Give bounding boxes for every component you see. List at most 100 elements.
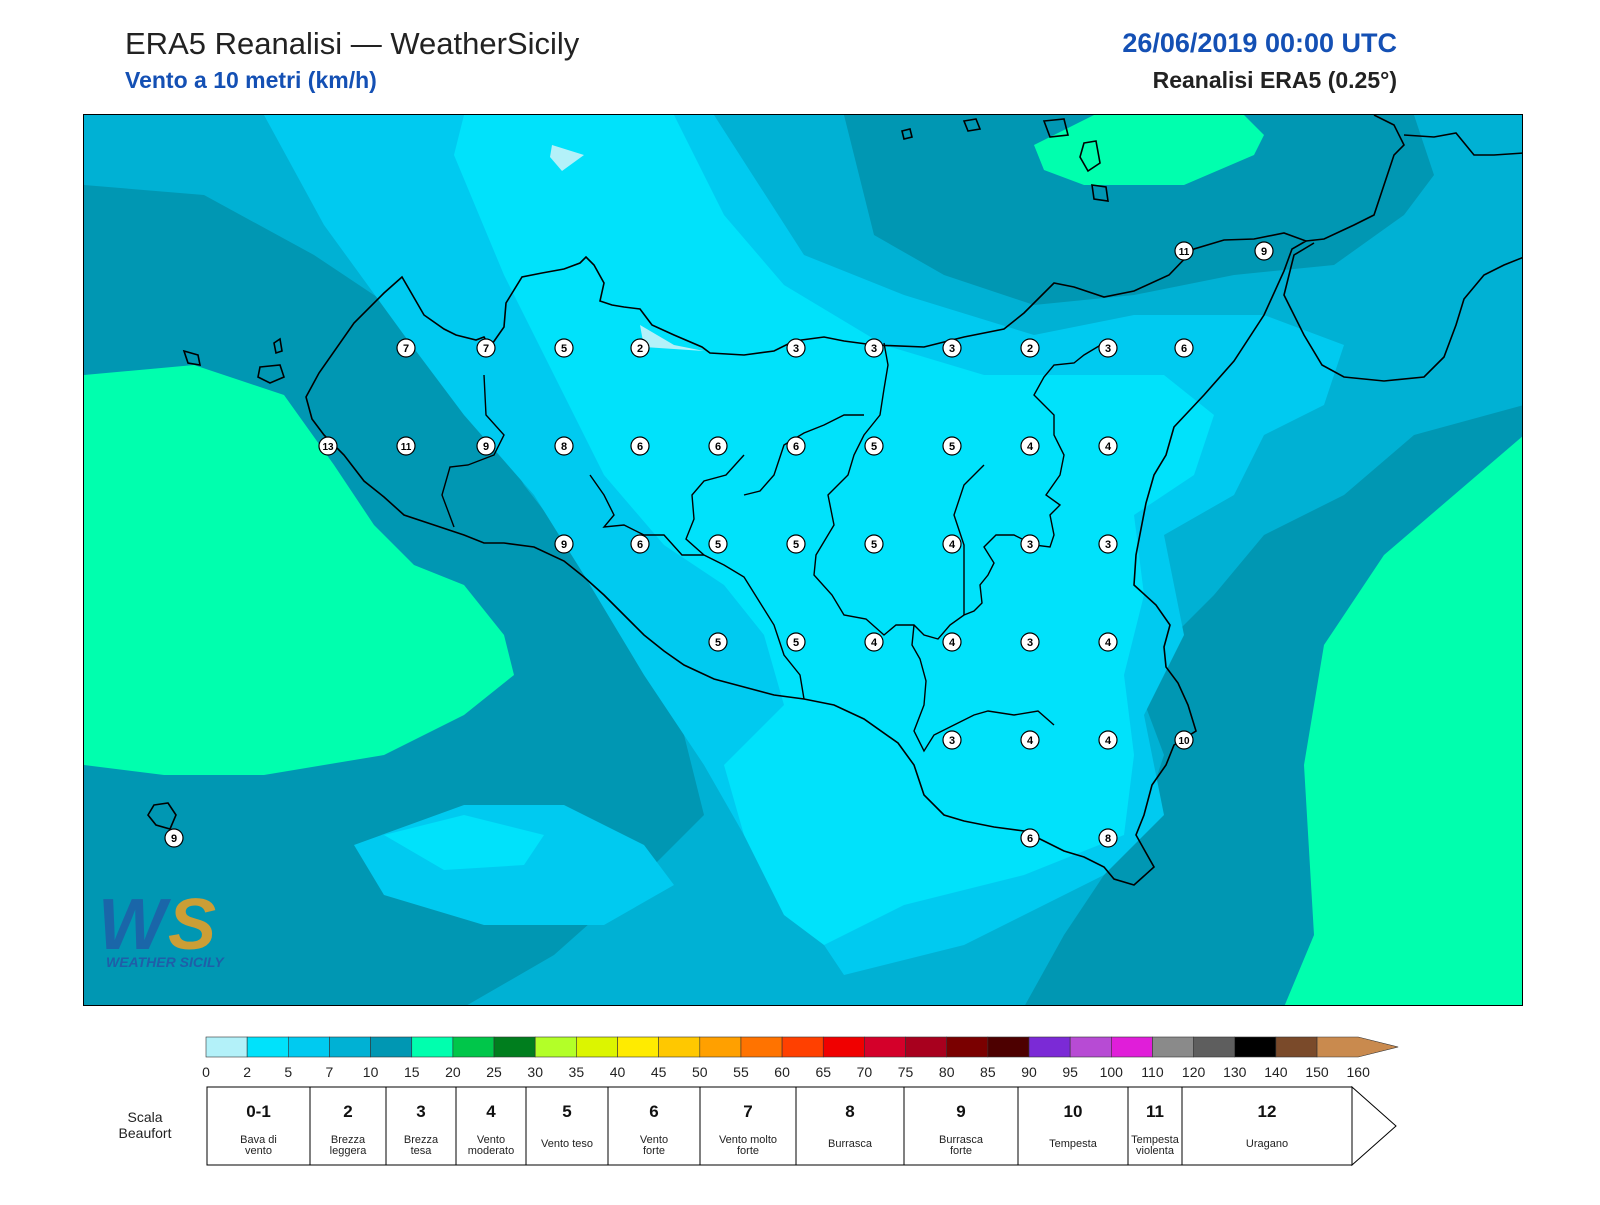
beaufort-number: 9: [956, 1102, 965, 1121]
colorbar-tick-label: 2: [243, 1064, 251, 1080]
beaufort-cell: [525, 1086, 609, 1166]
station-marker-circle: [1020, 338, 1040, 358]
logo-text: WEATHER SICILY: [106, 954, 225, 970]
station-wind-value: 13: [322, 442, 334, 453]
station-wind-value: 11: [401, 442, 412, 453]
station-marker-circle: [1174, 241, 1194, 261]
band-15-20-west: [84, 365, 514, 775]
colorbar-tick-label: 25: [486, 1064, 502, 1080]
colorbar-swatch: [493, 1036, 536, 1058]
station-wind-value: 4: [1105, 637, 1112, 649]
beaufort-number: 12: [1258, 1102, 1277, 1121]
beaufort-desc-line1: Brezza: [331, 1134, 366, 1146]
station-marker: 3: [942, 730, 962, 750]
station-marker-circle: [1098, 534, 1118, 554]
station-marker-circle: [942, 632, 962, 652]
colorbar-tick-label: 80: [939, 1064, 955, 1080]
colorbar-swatch: [534, 1036, 577, 1058]
beaufort-desc-line2: tesa: [411, 1145, 433, 1157]
station-wind-value: 9: [171, 833, 177, 845]
station-marker: 3: [1098, 534, 1118, 554]
station-marker-circle: [554, 534, 574, 554]
island-favignana: [257, 364, 285, 384]
station-wind-value: 6: [637, 539, 643, 551]
colorbar-tick-label: 55: [733, 1064, 749, 1080]
colorbar-tick-label: 15: [404, 1064, 420, 1080]
station-marker: 5: [864, 534, 884, 554]
station-marker-circle: [942, 436, 962, 456]
station-wind-value: 6: [793, 441, 799, 453]
station-marker: 3: [942, 338, 962, 358]
station-marker: 3: [1020, 534, 1040, 554]
station-marker: 8: [554, 436, 574, 456]
station-marker-circle: [1098, 730, 1118, 750]
station-marker-circle: [164, 828, 184, 848]
beaufort-desc-line1: Burrasca: [828, 1138, 873, 1150]
station-marker-circle: [1098, 338, 1118, 358]
station-marker: 3: [1098, 338, 1118, 358]
band-10-15-north: [844, 115, 1434, 305]
station-wind-value: 6: [637, 441, 643, 453]
station-marker: 3: [864, 338, 884, 358]
station-marker: 6: [1020, 828, 1040, 848]
station-wind-value: 5: [715, 637, 721, 649]
colorbar-tick-label: 20: [445, 1064, 461, 1080]
station-marker-circle: [708, 436, 728, 456]
station-marker: 7: [476, 338, 496, 358]
colorbar-swatch: [370, 1036, 413, 1058]
station-marker-circle: [864, 534, 884, 554]
station-wind-value: 4: [949, 539, 956, 551]
station-marker-circle: [1020, 436, 1040, 456]
beaufort-desc-line2: forte: [950, 1145, 972, 1157]
station-marker: 4: [864, 632, 884, 652]
legend-canvas: 0 2 5 7 10 15 20 25 30 35 40 45 50 55 60 65 70 75 80 85 90 95…: [119, 1036, 1399, 1167]
station-marker-circle: [942, 730, 962, 750]
station-wind-value: 11: [1179, 247, 1190, 258]
beaufort-number: 3: [416, 1102, 425, 1121]
station-wind-value: 4: [1027, 441, 1034, 453]
station-wind-value: 3: [1027, 539, 1033, 551]
station-marker-circle: [864, 436, 884, 456]
colorbar-swatch: [781, 1036, 824, 1058]
station-wind-value: 4: [1027, 735, 1034, 747]
beaufort-cell: [1017, 1086, 1129, 1166]
station-marker: 5: [786, 534, 806, 554]
beaufort-desc-line2: violenta: [1136, 1145, 1175, 1157]
colorbar-tick-label: 60: [774, 1064, 790, 1080]
beaufort-cell: [903, 1086, 1019, 1166]
station-wind-value: 3: [871, 343, 877, 355]
map-title: ERA5 Reanalisi — WeatherSicily: [125, 26, 580, 61]
beaufort-number: 11: [1146, 1102, 1164, 1121]
beaufort-cell: [385, 1086, 457, 1166]
station-marker: 4: [942, 632, 962, 652]
station-marker-circle: [942, 338, 962, 358]
colorbar-tick-label: 160: [1347, 1064, 1371, 1080]
colorbar-swatch: [287, 1036, 330, 1058]
weathersicily-logo: W S WEATHER SICILY: [98, 885, 225, 970]
map-subtitle: Vento a 10 metri (km/h): [125, 67, 377, 93]
colorbar-swatch: [1111, 1036, 1153, 1058]
station-marker: 2: [630, 338, 650, 358]
station-marker: 13: [318, 436, 338, 456]
station-marker-circle: [630, 338, 650, 358]
station-marker-circle: [1098, 632, 1118, 652]
station-marker-circle: [1174, 730, 1194, 750]
station-marker-circle: [476, 338, 496, 358]
colorbar-tick-label: 5: [284, 1064, 292, 1080]
beaufort-desc-line1: Tempesta: [1049, 1138, 1098, 1150]
beaufort-cell: [699, 1086, 797, 1166]
beaufort-label-line2: Beaufort: [119, 1125, 172, 1141]
station-marker-circle: [396, 338, 416, 358]
band-0-2-north: [550, 145, 584, 171]
sicily-coastline: [305, 232, 1308, 886]
colorbar-arrow: [1316, 1036, 1399, 1058]
beaufort-number: 8: [845, 1102, 854, 1121]
station-wind-value: 3: [793, 343, 799, 355]
beaufort-number: 2: [343, 1102, 352, 1121]
colorbar-swatch: [1275, 1036, 1318, 1058]
beaufort-desc-line2: forte: [643, 1145, 665, 1157]
calabria-coast-south: [1283, 242, 1522, 382]
beaufort-number: 4: [486, 1102, 496, 1121]
station-wind-value: 3: [949, 343, 955, 355]
